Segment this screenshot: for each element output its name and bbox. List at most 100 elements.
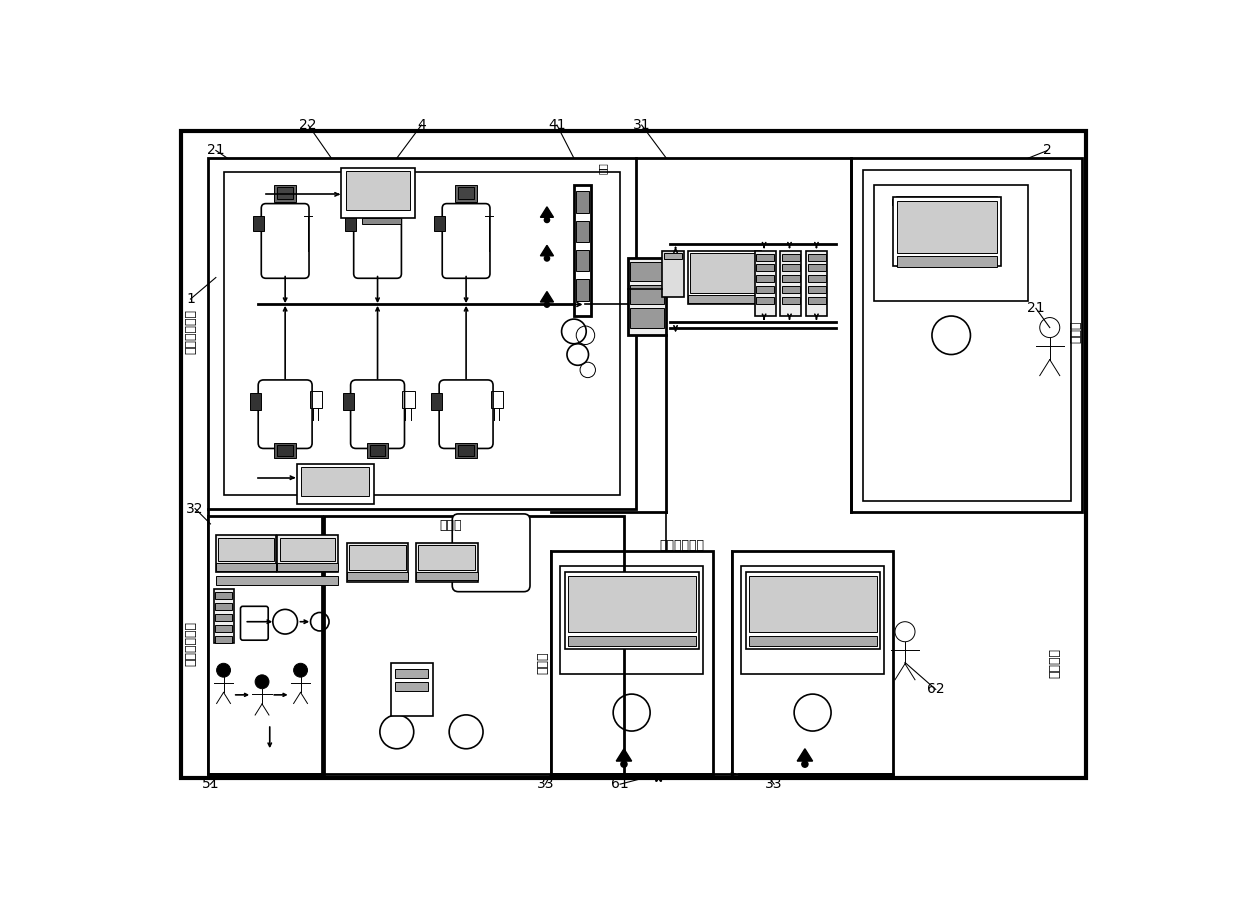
Text: 21: 21 [207, 143, 224, 158]
FancyBboxPatch shape [351, 380, 404, 449]
Text: 护士长: 护士长 [537, 651, 549, 674]
Bar [568, 635, 696, 646]
Bar [432, 393, 443, 410]
Bar [278, 187, 293, 199]
Bar [806, 250, 827, 316]
Bar [391, 662, 433, 716]
Bar [898, 256, 997, 267]
Text: 值班医师: 值班医师 [1049, 648, 1061, 678]
Bar [781, 275, 800, 282]
Bar [756, 286, 774, 293]
Bar [459, 187, 474, 199]
Bar [756, 275, 774, 282]
Bar [396, 669, 428, 678]
Bar [577, 250, 589, 271]
FancyBboxPatch shape [258, 380, 312, 449]
FancyBboxPatch shape [453, 514, 529, 592]
Bar [745, 572, 879, 650]
Bar [280, 538, 335, 561]
Bar [691, 253, 759, 293]
Bar [370, 445, 386, 456]
Text: 2: 2 [1043, 143, 1052, 158]
Bar [278, 563, 337, 571]
Circle shape [544, 217, 549, 223]
Bar [274, 443, 296, 459]
Circle shape [621, 761, 627, 768]
Bar [208, 159, 635, 508]
Bar [781, 286, 800, 293]
Bar [310, 391, 322, 408]
Bar [898, 201, 997, 253]
Bar [574, 185, 590, 316]
Polygon shape [541, 292, 553, 302]
Text: 61: 61 [611, 778, 629, 791]
Text: 一级报警提示: 一级报警提示 [184, 309, 197, 354]
Bar [749, 635, 877, 646]
Text: 1: 1 [186, 292, 195, 306]
Bar [215, 604, 232, 610]
Bar [347, 572, 408, 580]
Text: 护士站: 护士站 [439, 519, 463, 532]
Bar [216, 563, 277, 571]
Bar [324, 516, 624, 774]
Bar [208, 516, 322, 774]
Text: 三级报警提示: 三级报警提示 [660, 539, 704, 552]
Bar [808, 254, 826, 260]
Bar [417, 543, 477, 582]
Circle shape [255, 675, 269, 688]
Polygon shape [616, 749, 631, 761]
Bar [370, 187, 386, 199]
Bar [781, 296, 800, 304]
Bar [215, 614, 232, 621]
Text: 22: 22 [300, 118, 317, 132]
Bar [367, 443, 388, 459]
FancyBboxPatch shape [439, 380, 494, 449]
Bar [808, 296, 826, 304]
Polygon shape [541, 207, 553, 217]
Text: 21: 21 [1027, 301, 1045, 315]
Bar [780, 250, 801, 316]
Bar [564, 572, 698, 650]
Bar [874, 185, 1028, 301]
Text: 潮历: 潮历 [598, 162, 608, 174]
Bar [894, 196, 1001, 266]
Polygon shape [541, 245, 553, 256]
Bar [434, 216, 444, 232]
Bar [396, 682, 428, 691]
Bar [216, 576, 337, 585]
Bar [577, 191, 589, 213]
Bar [627, 259, 666, 335]
Text: 33: 33 [537, 778, 554, 791]
Bar [417, 572, 477, 580]
Bar [250, 393, 262, 410]
Bar [756, 254, 774, 260]
Bar [756, 296, 774, 304]
Text: 41: 41 [548, 118, 565, 132]
Bar [551, 551, 713, 774]
Bar [350, 545, 405, 570]
Circle shape [544, 256, 549, 261]
Bar [367, 185, 388, 202]
Bar [341, 168, 414, 218]
Text: 工程师: 工程师 [1069, 320, 1083, 342]
Bar [892, 199, 895, 205]
Bar [749, 576, 877, 633]
FancyBboxPatch shape [353, 204, 402, 278]
Polygon shape [797, 749, 812, 761]
Bar [630, 262, 663, 281]
Bar [215, 635, 232, 642]
Bar [345, 216, 356, 232]
Bar [216, 535, 277, 572]
Text: 31: 31 [632, 118, 651, 132]
Bar [688, 250, 761, 305]
Bar [491, 391, 503, 408]
Bar [781, 264, 800, 271]
Text: 62: 62 [928, 682, 945, 696]
Bar [253, 216, 264, 232]
Text: 33: 33 [765, 778, 782, 791]
Bar [756, 264, 774, 271]
Bar [213, 589, 233, 643]
Bar [898, 257, 997, 264]
Text: 32: 32 [186, 502, 203, 515]
Bar [301, 467, 370, 496]
